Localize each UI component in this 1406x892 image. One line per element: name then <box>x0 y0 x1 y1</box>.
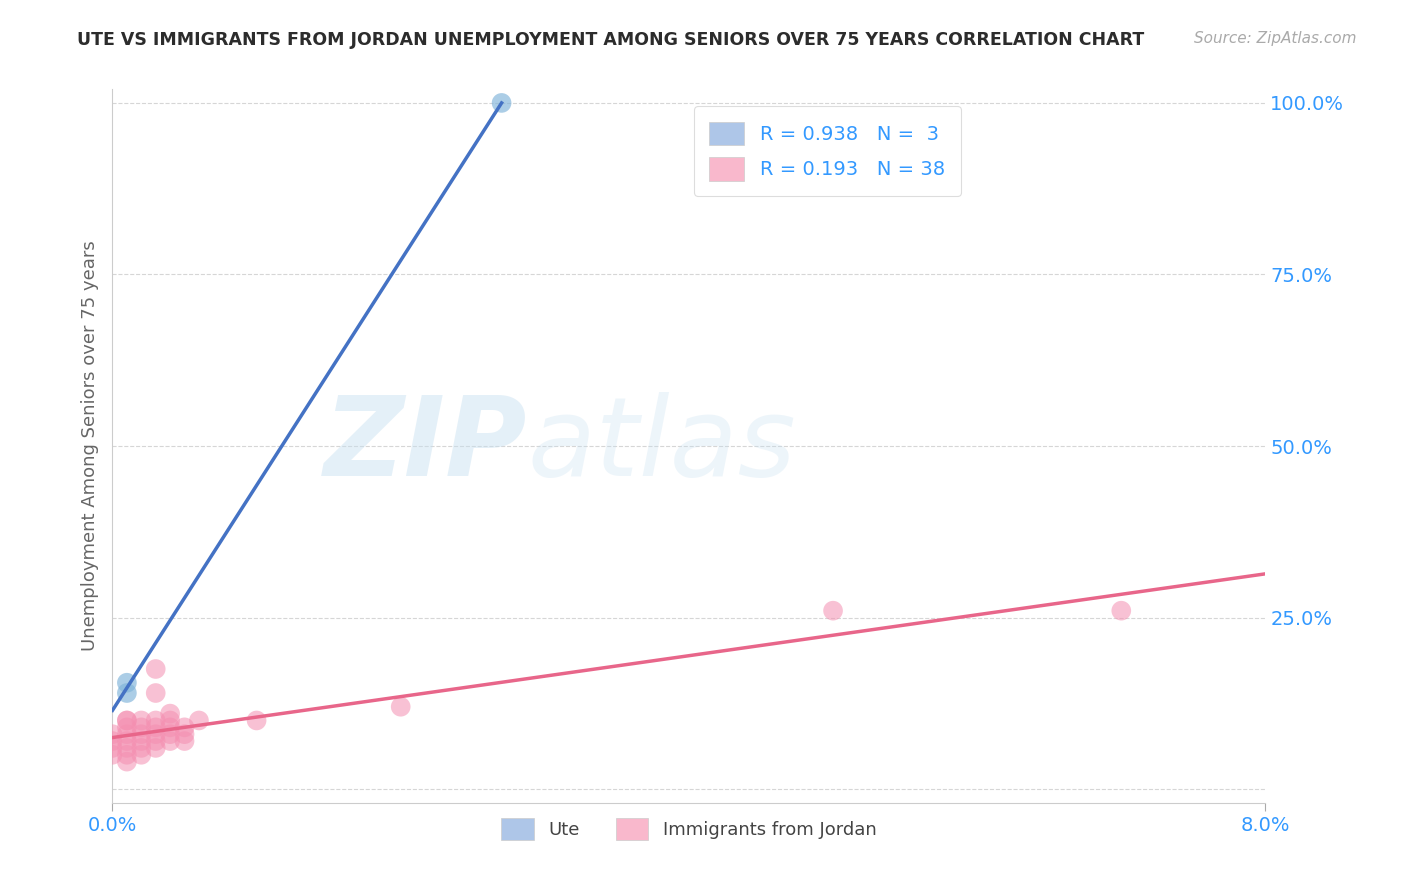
Point <box>115 755 138 769</box>
Text: atlas: atlas <box>527 392 796 500</box>
Point <box>101 747 124 762</box>
Point <box>115 740 138 755</box>
Point <box>188 714 211 728</box>
Point <box>159 714 181 728</box>
Point <box>145 686 167 700</box>
Point <box>821 604 844 618</box>
Text: ZIP: ZIP <box>323 392 527 500</box>
Point <box>129 714 153 728</box>
Point <box>115 686 138 700</box>
Point <box>101 734 124 748</box>
Point <box>115 727 138 741</box>
Point <box>145 734 167 748</box>
Point <box>115 714 138 728</box>
Text: Source: ZipAtlas.com: Source: ZipAtlas.com <box>1194 31 1357 46</box>
Point <box>101 740 124 755</box>
Point <box>129 747 153 762</box>
Y-axis label: Unemployment Among Seniors over 75 years: Unemployment Among Seniors over 75 years <box>80 241 98 651</box>
Point <box>101 727 124 741</box>
Point <box>491 95 513 110</box>
Point <box>173 720 195 734</box>
Point <box>129 720 153 734</box>
Legend: Ute, Immigrants from Jordan: Ute, Immigrants from Jordan <box>494 811 884 847</box>
Point <box>129 727 153 741</box>
Point <box>145 720 167 734</box>
Point <box>145 662 167 676</box>
Point <box>129 740 153 755</box>
Point <box>246 714 269 728</box>
Text: UTE VS IMMIGRANTS FROM JORDAN UNEMPLOYMENT AMONG SENIORS OVER 75 YEARS CORRELATI: UTE VS IMMIGRANTS FROM JORDAN UNEMPLOYME… <box>77 31 1144 49</box>
Point <box>159 706 181 721</box>
Point <box>115 747 138 762</box>
Point <box>1111 604 1133 618</box>
Point <box>145 714 167 728</box>
Point <box>115 675 138 690</box>
Point <box>173 727 195 741</box>
Point <box>159 720 181 734</box>
Point <box>159 727 181 741</box>
Point <box>115 714 138 728</box>
Point <box>159 734 181 748</box>
Point <box>173 734 195 748</box>
Point <box>115 720 138 734</box>
Point <box>145 740 167 755</box>
Point <box>145 727 167 741</box>
Point <box>115 734 138 748</box>
Point <box>129 734 153 748</box>
Point <box>389 699 412 714</box>
